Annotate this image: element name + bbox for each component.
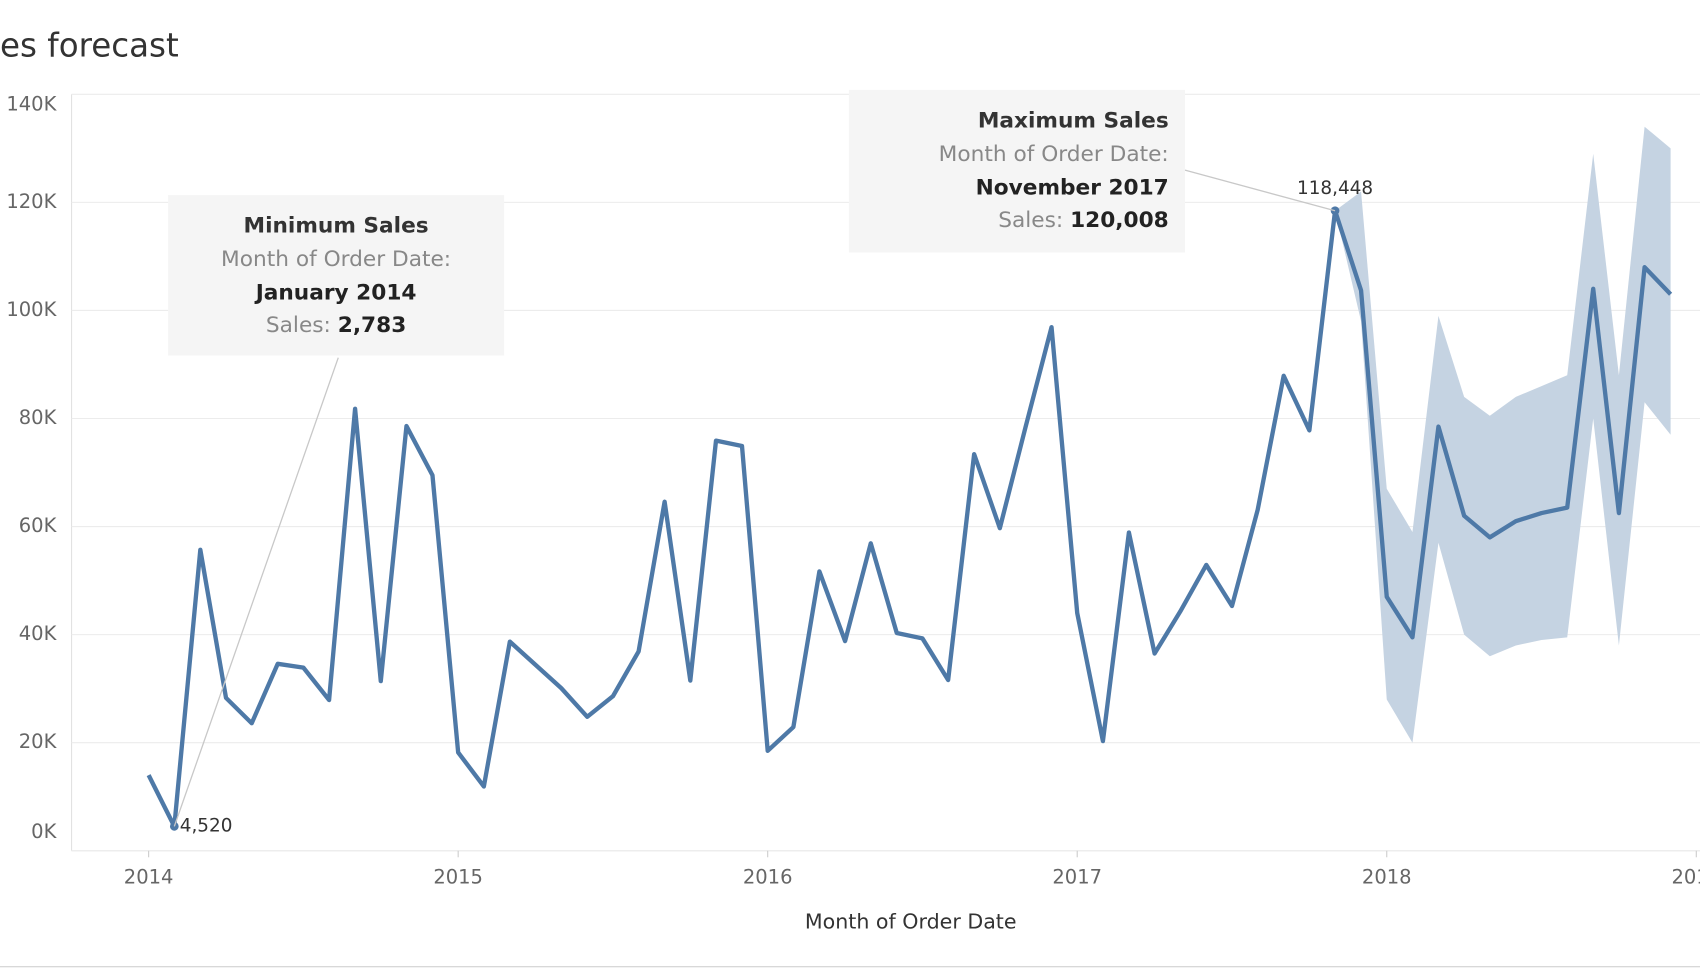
sales-line [146, 208, 1673, 829]
annotation-title: Minimum Sales [244, 214, 429, 239]
x-tick-label: 2014 [124, 865, 174, 888]
y-tick-label: 20K [19, 730, 58, 753]
x-tick-label: 2017 [1052, 865, 1102, 888]
annotation-measure: Sales: [266, 313, 331, 338]
y-tick-label: 120K [6, 190, 57, 213]
annotation-measure: Sales: [998, 208, 1063, 233]
annotation-sales: Sales: 2,783 [266, 313, 406, 338]
annotation-box [168, 195, 505, 356]
y-tick-label: 0K [31, 820, 57, 843]
x-tick-label: 2019 [1671, 865, 1700, 888]
y-tick-label: 140K [6, 93, 57, 116]
x-axis-title: Month of Order Date [805, 909, 1017, 933]
annotation-amount: 120,008 [1070, 208, 1169, 233]
x-tick-label: 2016 [743, 865, 793, 888]
annotation-box [848, 89, 1186, 253]
x-tick-label: 2018 [1362, 865, 1412, 888]
annotation-field: Month of Order Date: [939, 142, 1169, 167]
data-label: 4,520 [180, 815, 233, 836]
annotation-title: Maximum Sales [978, 108, 1169, 133]
y-tick-label: 80K [19, 406, 58, 429]
x-tick-label: 2015 [433, 865, 483, 888]
annotation-field: Month of Order Date: [221, 247, 451, 272]
annotation: Maximum Sales Month of Order Date: Novembe… [848, 89, 1336, 253]
annotation-date: January 2014 [254, 281, 417, 306]
annotation-leader [173, 357, 339, 827]
annotation-date: November 2017 [976, 176, 1169, 201]
annotation-leader [1184, 169, 1336, 212]
chart-title: es forecast [0, 27, 179, 65]
y-tick-label: 40K [19, 622, 58, 645]
y-tick-label: 100K [6, 298, 57, 321]
y-tick-label: 60K [19, 514, 58, 537]
annotation-sales: Sales: 120,008 [998, 208, 1168, 233]
annotation-amount: 2,783 [338, 313, 407, 338]
annotation: Minimum Sales Month of Order Date: January… [168, 195, 505, 827]
data-label: 118,448 [1297, 178, 1373, 199]
